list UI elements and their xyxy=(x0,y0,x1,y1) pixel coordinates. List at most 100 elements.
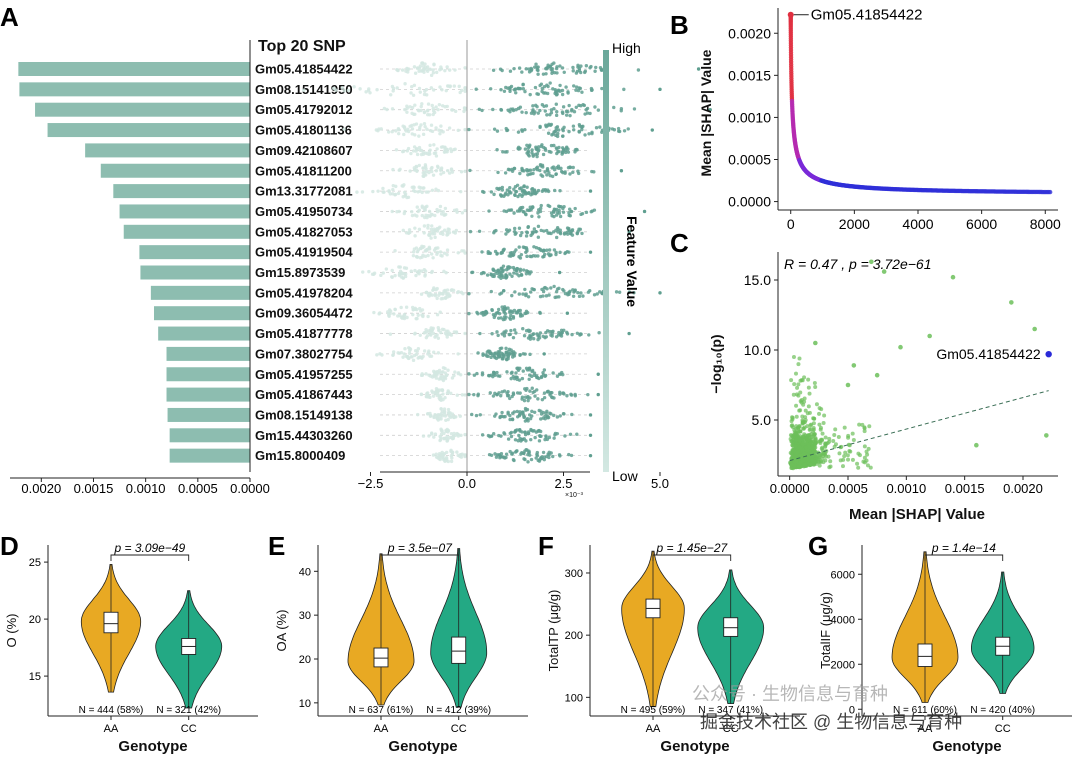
panel-c-x-tick-label: 0.0020 xyxy=(1003,481,1043,496)
swarm-point xyxy=(566,91,570,95)
panel-c-point xyxy=(802,396,807,401)
swarm-point xyxy=(579,291,583,295)
violin-x-tick-label: CC xyxy=(995,723,1011,735)
panel-c-point xyxy=(797,438,802,443)
swarm-point xyxy=(412,123,416,127)
swarm-point xyxy=(415,152,420,157)
swarm-point xyxy=(395,210,399,214)
swarm-point xyxy=(396,351,400,355)
swarm-point xyxy=(496,307,501,312)
swarm-point xyxy=(514,189,519,194)
swarm-point xyxy=(550,166,554,170)
swarm-point xyxy=(395,86,399,90)
panel-b-x-tick-label: 6000 xyxy=(966,216,997,232)
swarm-point xyxy=(427,329,431,333)
swarm-point xyxy=(444,455,449,460)
swarm-point xyxy=(557,286,561,291)
swarm-point xyxy=(416,412,420,417)
panel-c-point xyxy=(794,424,799,429)
panel-c-point xyxy=(811,437,816,442)
swarm-point xyxy=(511,335,516,340)
swarm-point xyxy=(410,209,414,214)
swarm-point xyxy=(508,265,512,270)
swarm-point xyxy=(524,329,529,333)
swarm-point xyxy=(434,154,439,158)
swarm-point-max xyxy=(542,352,546,356)
swarm-point xyxy=(510,310,515,315)
swarm-row-Gm09.42108607 xyxy=(394,143,608,159)
swarm-point xyxy=(428,128,433,133)
swarm-point xyxy=(530,148,534,152)
swarm-point xyxy=(438,437,443,442)
swarm-point xyxy=(431,173,436,177)
swarm-point xyxy=(521,327,525,331)
violin-p-value: p = 1.45e−27 xyxy=(655,541,728,555)
swarm-point xyxy=(419,292,424,296)
panel-b-x-tick-label: 4000 xyxy=(902,216,933,232)
swarm-point xyxy=(419,392,424,396)
swarm-point xyxy=(463,169,467,173)
swarm-point xyxy=(430,169,434,174)
swarm-point xyxy=(577,122,582,127)
swarm-point xyxy=(434,126,438,130)
swarm-point xyxy=(458,90,462,95)
swarm-point xyxy=(512,376,517,381)
swarm-point xyxy=(567,452,571,457)
swarm-point xyxy=(407,228,412,232)
swarm-point-max xyxy=(658,87,662,92)
swarm-point xyxy=(525,417,529,422)
swarm-point xyxy=(502,330,506,334)
swarm-point xyxy=(432,350,436,354)
swarm-point xyxy=(568,432,573,436)
swarm-point xyxy=(445,248,450,252)
panel-c-outlier xyxy=(974,442,979,448)
swarm-point xyxy=(556,227,560,231)
panel-c-point xyxy=(840,464,845,469)
swarm-point xyxy=(564,113,569,117)
swarm-point xyxy=(432,63,436,67)
swarm-point xyxy=(477,107,481,111)
swarm-point xyxy=(536,72,540,76)
swarm-point xyxy=(451,230,456,234)
swarm-point xyxy=(489,289,494,294)
swarm-point xyxy=(549,143,554,148)
panel-c-ylabel: −log₁₀(p) xyxy=(708,334,724,393)
swarm-point xyxy=(552,284,556,289)
swarm-point xyxy=(544,189,548,193)
swarm-point xyxy=(538,311,542,315)
panel-c-point xyxy=(818,453,823,458)
swarm-point xyxy=(439,291,443,296)
snp-label: Gm09.36054472 xyxy=(255,306,353,321)
swarm-point xyxy=(511,314,516,319)
swarm-point xyxy=(437,456,441,461)
swarm-point xyxy=(467,311,471,316)
swarm-point xyxy=(521,292,525,296)
panel-c-point xyxy=(794,459,799,464)
swarm-point xyxy=(627,290,632,294)
swarm-point xyxy=(470,412,474,417)
swarm-point xyxy=(392,312,396,316)
swarm-point xyxy=(536,65,540,69)
swarm-point xyxy=(430,224,434,228)
swarm-point xyxy=(576,229,580,233)
swarm-point xyxy=(503,312,508,316)
swarm-point xyxy=(417,127,422,132)
violin-y-tick-label: 20 xyxy=(299,654,311,666)
swarm-point xyxy=(571,65,575,70)
swarm-point xyxy=(442,251,447,255)
swarm-point xyxy=(566,293,570,297)
swarm-point xyxy=(532,389,537,394)
swarm-point xyxy=(429,354,434,358)
swarm-point xyxy=(521,209,525,214)
swarm-point xyxy=(432,110,437,115)
swarm-point xyxy=(463,331,467,336)
swarm-point xyxy=(457,84,461,89)
violin-y-tick-label: 6000 xyxy=(831,569,855,581)
swarm-point xyxy=(539,173,543,177)
swarm-point xyxy=(429,86,434,90)
swarm-point xyxy=(530,386,534,390)
swarm-point xyxy=(537,215,541,219)
swarm-point xyxy=(458,414,462,418)
swarm-point xyxy=(439,253,443,258)
swarm-point xyxy=(539,375,544,380)
